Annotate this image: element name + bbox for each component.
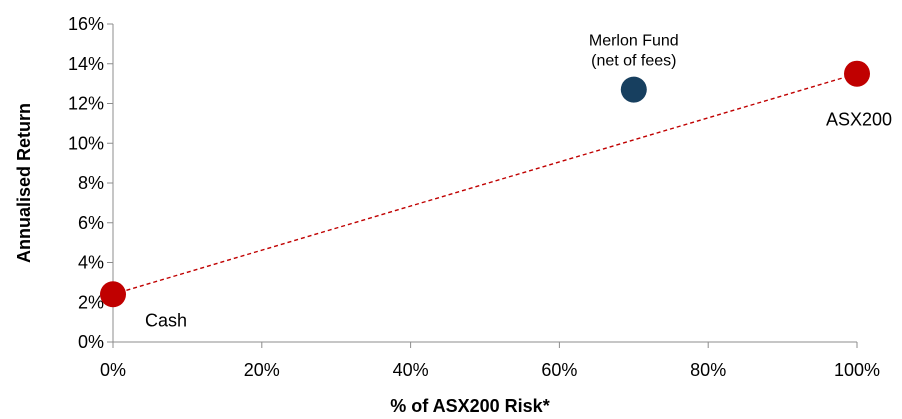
- y-tick-label: 10%: [68, 133, 104, 153]
- x-tick-label: 60%: [541, 360, 577, 380]
- y-tick-label: 2%: [78, 292, 104, 312]
- y-tick-label: 16%: [68, 14, 104, 34]
- y-tick-label: 0%: [78, 332, 104, 352]
- point-label-merlon-fund: Merlon Fund (net of fees): [589, 33, 679, 70]
- point-merlon-fund: [620, 76, 647, 103]
- point-asx200: [844, 60, 870, 87]
- y-tick-label: 4%: [78, 253, 104, 273]
- y-axis-ticks: 0% 2% 4% 6% 8% 10% 12% 14% 16%: [68, 14, 113, 352]
- x-tick-label: 80%: [690, 360, 726, 380]
- x-tick-label: 20%: [244, 360, 280, 380]
- x-tick-label: 0%: [100, 360, 126, 380]
- y-tick-label: 6%: [78, 213, 104, 233]
- y-tick-label: 12%: [68, 94, 104, 114]
- x-tick-label: 40%: [393, 360, 429, 380]
- point-label-cash: Cash: [145, 310, 187, 330]
- x-axis-ticks: 0% 20% 40% 60% 80% 100%: [100, 342, 880, 380]
- y-axis-title: Annualised Return: [14, 103, 34, 263]
- y-tick-label: 8%: [78, 173, 104, 193]
- y-tick-label: 14%: [68, 54, 104, 74]
- point-cash: [100, 281, 126, 308]
- x-axis-title: % of ASX200 Risk*: [390, 396, 549, 416]
- trendline: [112, 73, 858, 295]
- data-points: Cash ASX200 Merlon Fund (net of fees): [100, 33, 892, 330]
- x-tick-label: 100%: [834, 360, 880, 380]
- point-label-asx200: ASX200: [826, 110, 892, 130]
